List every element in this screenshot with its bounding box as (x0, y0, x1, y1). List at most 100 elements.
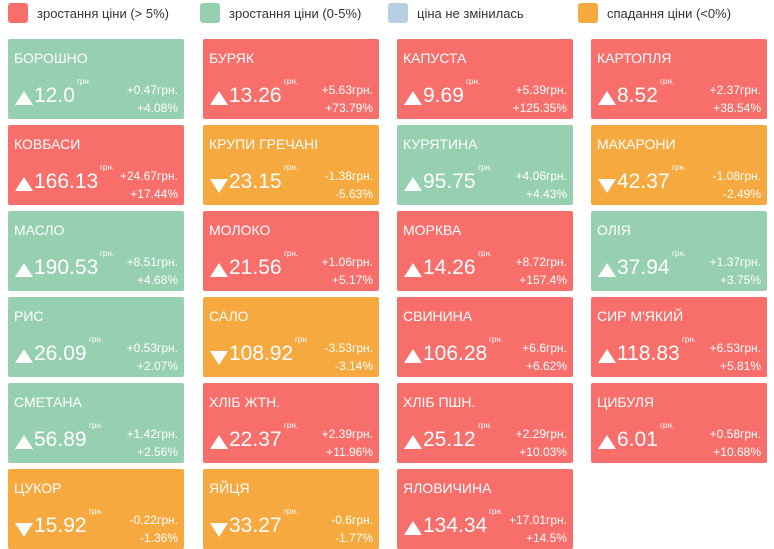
price: 22.37 (229, 428, 282, 451)
price: 21.56 (229, 256, 282, 279)
trend-arrow (15, 523, 33, 537)
percent-change: +10.68% (713, 445, 761, 459)
percent-change: +73.79% (325, 101, 373, 115)
percent-change: -1.77% (334, 531, 373, 545)
percent-change: +4.43% (525, 187, 567, 201)
trend-arrow (598, 91, 616, 105)
price-tile: МОРКВА 14.26 грн. +8.72грн. +157.4% (397, 211, 573, 291)
unit: грн. (295, 335, 310, 344)
price: 134.34 (423, 514, 488, 537)
price-change: +1.06грн. (321, 255, 373, 269)
price-change: +0.53грн. (126, 341, 178, 355)
trend-arrow (598, 349, 616, 363)
price-change: +0.58грн. (709, 427, 761, 441)
trend-arrow (210, 351, 228, 365)
product-name: ЦИБУЛЯ (597, 394, 655, 410)
price: 118.83 (617, 342, 680, 365)
price-change: +1.37грн. (709, 255, 761, 269)
price-change: +4.06грн. (515, 169, 567, 183)
legend-swatch (200, 3, 220, 23)
percent-change: +125.35% (512, 101, 567, 115)
unit: грн. (284, 77, 299, 86)
unit: грн. (100, 249, 115, 258)
product-name: САЛО (209, 308, 249, 324)
price-change: -1.08грн. (712, 169, 761, 183)
price-change: +2.39грн. (321, 427, 373, 441)
percent-change: +14.5% (525, 531, 567, 545)
trend-arrow (15, 263, 33, 277)
price-tile: ХЛІБ ПШН. 25.12 грн. +2.29грн. +10.03% (397, 383, 573, 463)
price-change: +6.6грн. (522, 341, 567, 355)
price: 37.94 (617, 256, 670, 279)
price-tile: КАРТОПЛЯ 8.52 грн. +2.37грн. +38.54% (591, 39, 767, 119)
legend-label: зростання ціни (> 5%) (37, 5, 170, 21)
price: 106.28 (423, 342, 488, 365)
price-change: +8.51грн. (126, 255, 178, 269)
price-tile: БУРЯК 13.26 грн. +5.63грн. +73.79% (203, 39, 379, 119)
percent-change: +5.17% (331, 273, 373, 287)
trend-arrow (210, 523, 228, 537)
price: 12.0 (34, 84, 75, 107)
trend-arrow (404, 435, 422, 449)
percent-change: +157.4% (519, 273, 567, 287)
percent-change: +4.68% (136, 273, 178, 287)
percent-change: +2.07% (136, 359, 178, 373)
unit: грн. (89, 335, 104, 344)
price-tile: ЦИБУЛЯ 6.01 грн. +0.58грн. +10.68% (591, 383, 767, 463)
unit: грн. (682, 335, 697, 344)
product-name: КРУПИ ГРЕЧАНІ (209, 136, 319, 152)
trend-arrow (15, 435, 33, 449)
legend-label: зростання ціни (0-5%) (229, 5, 362, 21)
product-name: БУРЯК (209, 50, 255, 66)
product-name: БОРОШНО (14, 50, 88, 66)
price: 33.27 (229, 514, 282, 537)
price: 13.26 (229, 84, 282, 107)
price-tile: КАПУСТА 9.69 грн. +5.39грн. +125.35% (397, 39, 573, 119)
product-name: ХЛІБ ПШН. (403, 394, 476, 410)
unit: грн. (489, 507, 504, 516)
price-tile: ЯЙЦЯ 33.27 грн. -0.6грн. -1.77% (203, 469, 379, 549)
price-tile: РИС 26.09 грн. +0.53грн. +2.07% (8, 297, 184, 377)
price: 166.13 (34, 170, 99, 193)
legend-swatch (8, 3, 28, 23)
percent-change: +4.08% (136, 101, 178, 115)
trend-arrow (15, 177, 33, 191)
unit: грн. (284, 421, 299, 430)
product-name: КУРЯТИНА (403, 136, 478, 152)
product-name: РИС (14, 308, 44, 324)
trend-arrow (404, 263, 422, 277)
legend-item: спадання ціни (<0%) (578, 3, 731, 23)
price: 9.69 (423, 84, 464, 107)
product-name: СВИНИНА (403, 308, 473, 324)
price: 6.01 (617, 428, 658, 451)
trend-arrow (15, 349, 33, 363)
price-tile: ОЛІЯ 37.94 грн. +1.37грн. +3.75% (591, 211, 767, 291)
percent-change: +10.03% (519, 445, 567, 459)
price-tile: ЦУКОР 15.92 грн. -0.22грн. -1.36% (8, 469, 184, 549)
percent-change: +6.62% (525, 359, 567, 373)
price-tile: СВИНИНА 106.28 грн. +6.6грн. +6.62% (397, 297, 573, 377)
price-change: -1.38грн. (324, 169, 373, 183)
percent-change: +5.81% (719, 359, 761, 373)
price-tile: МАСЛО 190.53 грн. +8.51грн. +4.68% (8, 211, 184, 291)
unit: грн. (77, 77, 92, 86)
price: 25.12 (423, 428, 476, 451)
price: 23.15 (229, 170, 282, 193)
product-name: КОВБАСИ (14, 136, 81, 152)
product-name: СМЕТАНА (14, 394, 82, 410)
price: 42.37 (617, 170, 670, 193)
price-change: +0.47грн. (126, 83, 178, 97)
price: 8.52 (617, 84, 658, 107)
percent-change: +38.54% (713, 101, 761, 115)
price-change: +6.53грн. (709, 341, 761, 355)
product-name: ЦУКОР (14, 480, 62, 496)
price-change: +24.67грн. (119, 169, 178, 183)
unit: грн. (89, 421, 104, 430)
price-change: +2.29грн. (515, 427, 567, 441)
product-name: ЯЙЦЯ (209, 480, 250, 496)
product-name: КАРТОПЛЯ (597, 50, 672, 66)
legend-label: спадання ціни (<0%) (607, 5, 732, 21)
price-tile: СИР М'ЯКИЙ 118.83 грн. +6.53грн. +5.81% (591, 297, 767, 377)
unit: грн. (284, 163, 299, 172)
legend-label: ціна не змінилась (417, 5, 524, 21)
